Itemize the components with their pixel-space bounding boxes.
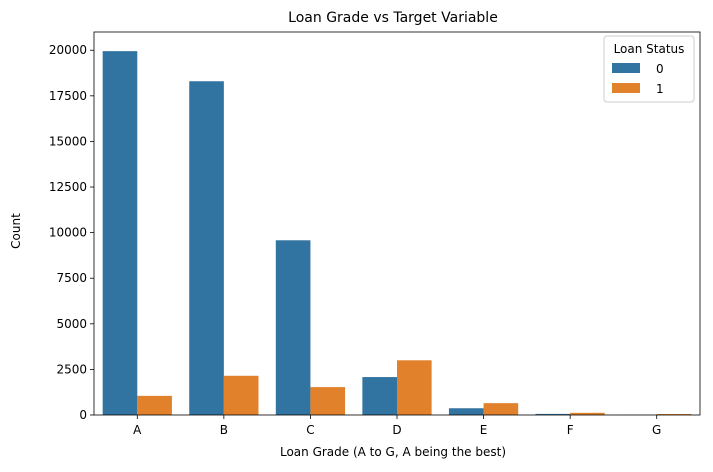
y-tick-label: 10000 — [49, 226, 87, 240]
bar-C-status-0 — [276, 240, 311, 415]
x-tick-label: C — [306, 423, 314, 437]
x-tick-label: D — [392, 423, 401, 437]
legend-label-1: 1 — [656, 82, 664, 96]
y-tick-label: 0 — [79, 408, 87, 422]
bar-B-status-1 — [224, 376, 259, 415]
x-tick-label: F — [567, 423, 574, 437]
legend-swatch-0 — [612, 63, 640, 73]
bar-C-status-1 — [310, 387, 345, 415]
bar-D-status-0 — [362, 377, 397, 415]
bar-E-status-1 — [484, 403, 519, 415]
y-tick-label: 15000 — [49, 134, 87, 148]
bar-A-status-0 — [103, 51, 138, 415]
y-tick-label: 7500 — [56, 271, 87, 285]
legend-title: Loan Status — [614, 42, 685, 56]
x-axis-label: Loan Grade (A to G, A being the best) — [280, 445, 506, 459]
bar-E-status-0 — [449, 408, 484, 415]
chart-title: Loan Grade vs Target Variable — [288, 10, 498, 26]
legend-swatch-1 — [612, 83, 640, 93]
x-tick-label: B — [220, 423, 228, 437]
y-tick-label: 20000 — [49, 43, 87, 57]
y-axis-label: Count — [9, 213, 23, 249]
plot-area: 0 2500 5000 7500 10000 12500 15000 17500 20000 A B… — [49, 32, 700, 437]
y-tick-label: 5000 — [56, 317, 87, 331]
y-tick-label: 17500 — [49, 89, 87, 103]
legend-label-0: 0 — [656, 62, 664, 76]
bar-A-status-1 — [137, 396, 172, 415]
y-tick-label: 2500 — [56, 362, 87, 376]
x-tick-label: A — [133, 423, 142, 437]
y-tick-label: 12500 — [49, 180, 87, 194]
x-tick-label: E — [480, 423, 488, 437]
x-tick-label: G — [652, 423, 661, 437]
bar-D-status-1 — [397, 360, 432, 415]
bar-B-status-0 — [189, 81, 224, 415]
